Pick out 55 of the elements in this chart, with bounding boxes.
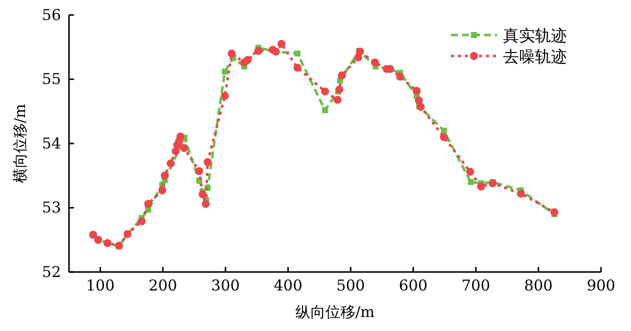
point [254,47,262,55]
point [412,86,421,95]
point [293,64,302,72]
point [180,144,188,152]
point [322,107,328,114]
y-tick-label: 54 [42,134,61,152]
x-tick-label: 500 [336,276,365,295]
x-tick-label: 600 [398,276,428,295]
point [550,208,558,216]
point [244,56,252,64]
legend-label: 去噪轨迹 [503,47,567,66]
point [414,96,423,104]
point [198,190,207,198]
x-tick-label: 700 [462,276,490,295]
point [334,96,342,104]
x-tick-label: 400 [274,276,302,295]
point [172,147,180,156]
point [335,86,344,94]
point [144,200,152,208]
y-tick-label: 55 [42,70,61,88]
point [158,186,166,194]
point [440,128,447,134]
point [222,68,228,75]
point [278,40,286,48]
point [466,168,474,176]
point [204,158,212,166]
x-tick-label: 800 [524,276,553,295]
point [516,190,525,198]
y-tick-label: 56 [42,6,61,24]
point [202,200,210,208]
y-axis-title: 横向位移/m [11,104,29,184]
point [228,50,236,58]
y-tick-label: 52 [42,262,61,281]
point [320,87,329,96]
point [138,217,146,226]
x-axis-title: 纵向位移/m [295,303,375,321]
point [371,58,380,67]
legend-label: 真实轨迹 [503,26,567,45]
point [396,72,404,81]
point [338,71,346,80]
point [176,132,184,140]
point [220,92,229,100]
point [195,167,204,176]
point [166,159,175,168]
point [294,50,300,57]
x-tick-label: 900 [586,276,616,295]
point [416,102,425,111]
x-tick-label: 100 [86,276,115,295]
x-tick-label: 200 [148,276,178,295]
point [477,182,486,191]
point [440,133,448,142]
x-tick-label: 300 [211,276,240,295]
point [160,172,169,180]
point [468,179,474,186]
y-tick-label: 53 [42,198,61,217]
